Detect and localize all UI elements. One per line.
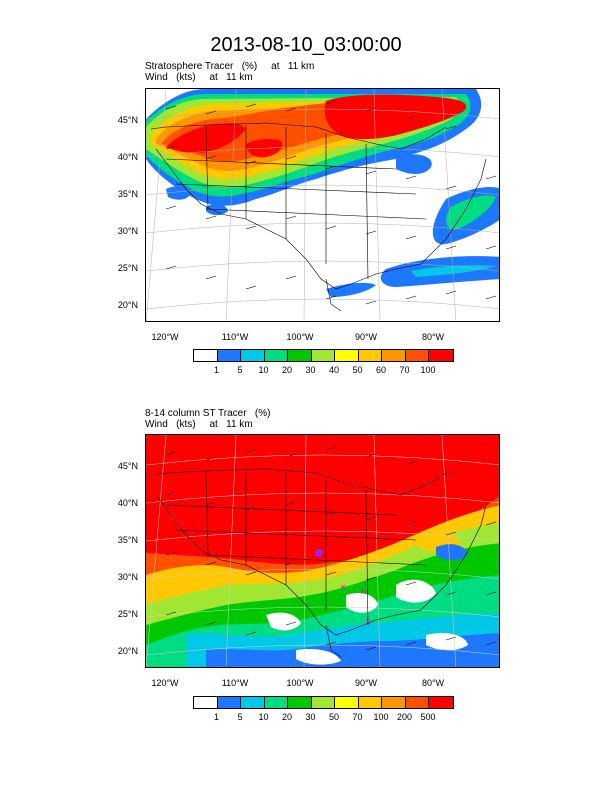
panel2-magenta-markers: [340, 584, 371, 625]
panel2-tracer-field: [146, 435, 499, 667]
panel2-map: [145, 434, 500, 668]
panel2-lat-label: 40°N: [117, 498, 138, 508]
colorbar-swatch: [264, 697, 288, 708]
colorbar-label: 50: [328, 712, 339, 722]
colorbar-swatch: [405, 350, 429, 361]
colorbar-label: 40: [328, 365, 339, 375]
colorbar-swatch: [217, 350, 241, 361]
panel2-label-line2: Wind (kts) at 11 km: [145, 419, 253, 430]
panel1-map: [145, 88, 500, 322]
panel1-lat-label: 40°N: [117, 152, 138, 162]
panel2-lat-label: 20°N: [117, 646, 138, 656]
colorbar-label: 20: [281, 712, 292, 722]
colorbar-swatch: [194, 697, 218, 708]
panel1-lon-label: 90°W: [354, 332, 378, 342]
panel1-lat-label: 30°N: [117, 226, 138, 236]
panel1-colorbar: [193, 349, 454, 362]
panel2-lon-label: 90°W: [354, 678, 378, 688]
panel2-map-canvas: [146, 435, 499, 667]
panel2-lon-label: 100°W: [286, 678, 314, 688]
colorbar-swatch: [194, 350, 218, 361]
panel1-label-line1: Stratosphere Tracer (%) at 11 km: [145, 61, 315, 72]
panel1-label: Stratosphere Tracer (%) at 11 km Wind (k…: [145, 61, 314, 83]
colorbar-swatch: [358, 350, 382, 361]
colorbar-label: 30: [305, 712, 316, 722]
panel1-lon-label: 80°W: [421, 332, 445, 342]
colorbar-label: 1: [213, 365, 219, 375]
colorbar-swatch: [311, 350, 335, 361]
colorbar-label: 60: [375, 365, 386, 375]
colorbar-label: 200: [396, 712, 413, 722]
colorbar-label: 30: [305, 365, 316, 375]
colorbar-label: 70: [399, 365, 410, 375]
colorbar-label: 100: [420, 365, 436, 375]
panel2-wind-barbs: [165, 446, 497, 651]
colorbar-label: 10: [258, 365, 269, 375]
panel1-map-canvas: [146, 89, 499, 321]
colorbar-label: 5: [237, 712, 243, 722]
panel1-lon-label: 120°W: [151, 332, 179, 342]
colorbar-swatch: [288, 350, 312, 361]
colorbar-swatch: [217, 697, 241, 708]
panel2-label: 8-14 column ST Tracer (%) Wind (kts) at …: [145, 408, 270, 430]
colorbar-label: 50: [352, 365, 363, 375]
colorbar-label: 500: [420, 712, 436, 722]
panel2-lat-label: 25°N: [117, 609, 138, 619]
colorbar-swatch: [335, 350, 359, 361]
panel2-lat-label: 35°N: [117, 535, 138, 545]
colorbar-swatch: [358, 697, 382, 708]
colorbar-label: 10: [258, 712, 269, 722]
panel2-lon-label: 80°W: [421, 678, 445, 688]
panel1-lon-label: 110°W: [221, 332, 249, 342]
panel1-lat-label: 25°N: [117, 263, 138, 273]
colorbar-swatch: [311, 697, 335, 708]
colorbar-swatch: [264, 350, 288, 361]
colorbar-swatch: [241, 697, 265, 708]
colorbar-swatch: [241, 350, 265, 361]
panel2-label-line1: 8-14 column ST Tracer (%): [145, 408, 271, 419]
panel2-lat-label: 30°N: [117, 572, 138, 582]
colorbar-label: 5: [237, 365, 243, 375]
panel2-lon-label: 120°W: [151, 678, 179, 688]
panel1-lat-label: 35°N: [117, 189, 138, 199]
panel1-lon-label: 100°W: [286, 332, 314, 342]
colorbar-swatch: [429, 697, 453, 708]
colorbar-label: 20: [281, 365, 292, 375]
panel2-lat-label: 45°N: [117, 461, 138, 471]
panel1-graticule: [146, 89, 499, 321]
figure-title: 2013-08-10_03:00:00: [210, 34, 402, 56]
panel1-lat-label: 45°N: [117, 115, 138, 125]
colorbar-swatch: [382, 697, 406, 708]
panel2-lon-label: 110°W: [221, 678, 249, 688]
colorbar-swatch: [382, 350, 406, 361]
panel1-tracer-field: [146, 89, 499, 297]
colorbar-swatch: [429, 350, 453, 361]
colorbar-label: 100: [373, 712, 389, 722]
colorbar-swatch: [335, 697, 359, 708]
panel2-graticule: [146, 435, 499, 667]
panel1-lat-label: 20°N: [117, 300, 138, 310]
panel2-boundaries: [150, 468, 487, 658]
colorbar-swatch: [405, 697, 429, 708]
panel1-wind-barbs: [165, 100, 497, 305]
panel1-boundaries: [150, 122, 487, 312]
colorbar-label: 70: [352, 712, 363, 722]
panel1-label-line2: Wind (kts) at 11 km: [145, 72, 253, 83]
panel2-colorbar: [193, 696, 454, 709]
colorbar-label: 1: [213, 712, 219, 722]
colorbar-swatch: [288, 697, 312, 708]
